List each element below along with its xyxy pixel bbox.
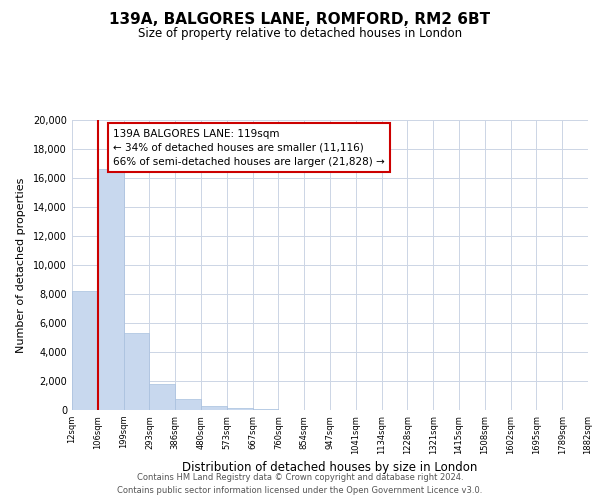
Bar: [124, 333, 149, 410]
Text: Contains HM Land Registry data © Crown copyright and database right 2024.
Contai: Contains HM Land Registry data © Crown c…: [118, 474, 482, 495]
Bar: [253, 408, 278, 410]
Y-axis label: Number of detached properties: Number of detached properties: [16, 178, 26, 352]
X-axis label: Distribution of detached houses by size in London: Distribution of detached houses by size …: [182, 461, 478, 474]
Bar: [175, 399, 201, 410]
Bar: [227, 408, 253, 410]
Bar: [98, 170, 124, 410]
Text: 139A, BALGORES LANE, ROMFORD, RM2 6BT: 139A, BALGORES LANE, ROMFORD, RM2 6BT: [109, 12, 491, 28]
Bar: [201, 406, 227, 410]
Text: 139A BALGORES LANE: 119sqm
← 34% of detached houses are smaller (11,116)
66% of : 139A BALGORES LANE: 119sqm ← 34% of deta…: [113, 128, 385, 166]
Text: Size of property relative to detached houses in London: Size of property relative to detached ho…: [138, 28, 462, 40]
Bar: [72, 291, 98, 410]
Bar: [149, 384, 175, 410]
